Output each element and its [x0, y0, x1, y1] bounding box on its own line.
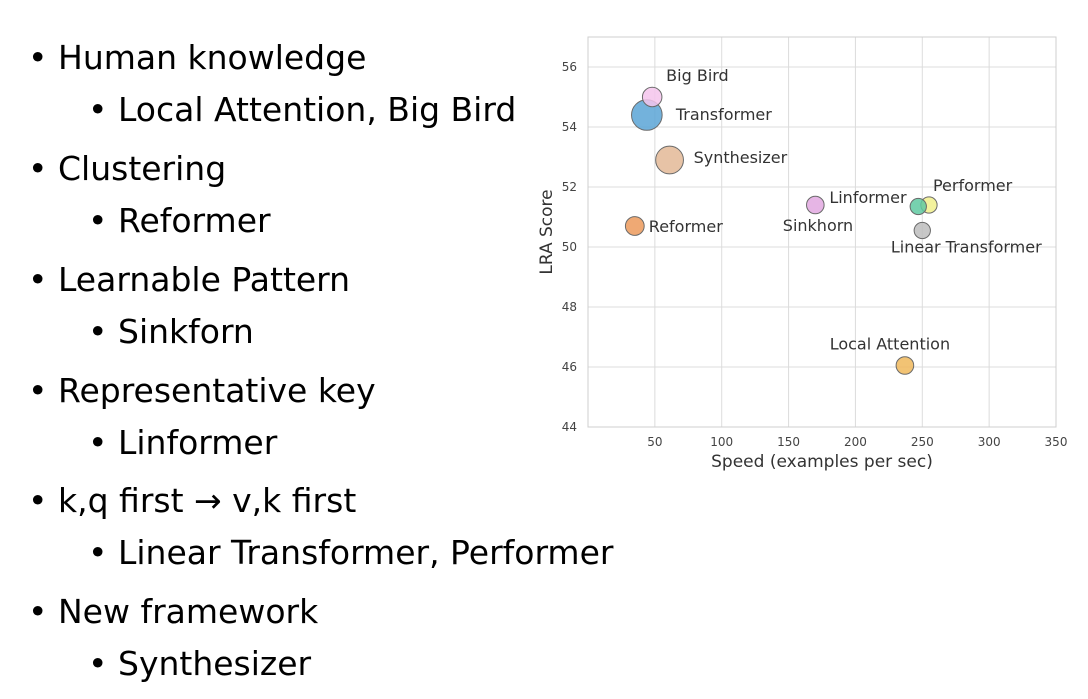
bullet-subitem: • Sinkforn: [88, 312, 254, 352]
x-tick-label: 350: [1045, 435, 1068, 449]
x-tick-label: 200: [844, 435, 867, 449]
y-tick-label: 44: [562, 420, 577, 434]
point-label: Linformer: [829, 188, 907, 207]
bullet-text: Human knowledge: [58, 38, 367, 77]
x-axis-label: Speed (examples per sec): [711, 452, 933, 472]
bullet-subitem: • Reformer: [88, 201, 271, 241]
chart-svg: 50 100 150 200 250 300 350 44 46 48 50 52 54 56 Big …: [528, 28, 1076, 480]
scatter-chart: 50 100 150 200 250 300 350 44 46 48 50 52 54 56 Big …: [528, 28, 1076, 480]
bullet-marker: •: [88, 423, 108, 462]
data-points: [624, 86, 938, 375]
bullet-subitem: • Local Attention, Big Bird: [88, 90, 516, 130]
bullet-marker: •: [28, 592, 48, 631]
point-label: Transformer: [675, 105, 772, 124]
point-label: Linear Transformer: [891, 238, 1042, 257]
bullet-item: • Clustering: [28, 149, 226, 189]
bullet-item: • Learnable Pattern: [28, 260, 350, 300]
y-tick-label: 50: [562, 240, 577, 254]
x-tick-labels: 50 100 150 200 250 300 350: [647, 435, 1067, 449]
bullet-subitem: • Linformer: [88, 423, 277, 463]
data-point: [641, 86, 663, 108]
bullet-marker: •: [28, 371, 48, 410]
bullet-text: Representative key: [58, 371, 376, 410]
bullet-text: k,q first → v,k first: [58, 481, 357, 520]
bullet-text: New framework: [58, 592, 319, 631]
point-label: Reformer: [649, 217, 723, 236]
bullet-text: Linformer: [118, 423, 278, 462]
bullet-text: Linear Transformer, Performer: [118, 533, 614, 572]
bullet-text: Synthesizer: [118, 644, 312, 683]
bullet-subitem: • Synthesizer: [88, 644, 311, 684]
data-point: [655, 145, 684, 175]
y-tick-label: 48: [562, 300, 577, 314]
plot-frame: [587, 36, 1057, 428]
bullet-list: • Human knowledge • Local Attention, Big B…: [28, 38, 613, 684]
bullet-item: • Human knowledge: [28, 38, 366, 78]
point-label: Synthesizer: [694, 148, 788, 167]
x-tick-label: 250: [911, 435, 934, 449]
y-tick-labels: 44 46 48 50 52 54 56: [562, 60, 577, 434]
y-axis-label: LRA Score: [537, 189, 557, 274]
x-tick-label: 50: [647, 435, 662, 449]
bullet-item: • Representative key: [28, 371, 376, 411]
bullet-text: Sinkforn: [118, 312, 254, 351]
bullet-marker: •: [88, 90, 108, 129]
bullet-marker: •: [28, 149, 48, 188]
data-point: [909, 197, 927, 216]
bullet-text: Learnable Pattern: [58, 260, 351, 299]
bullet-subitem: • Linear Transformer, Performer: [88, 533, 613, 573]
annotation-label: Sinkhorn: [783, 216, 853, 235]
point-label: Local Attention: [830, 335, 950, 354]
bullet-marker: •: [28, 481, 48, 520]
bullet-marker: •: [88, 644, 108, 683]
bullet-text: Reformer: [118, 201, 271, 240]
bullet-text: Local Attention, Big Bird: [118, 90, 517, 129]
bullet-marker: •: [28, 260, 48, 299]
y-tick-label: 56: [562, 60, 577, 74]
bullet-marker: •: [88, 533, 108, 572]
point-label: Performer: [933, 176, 1013, 195]
y-tick-label: 52: [562, 180, 577, 194]
y-tick-label: 54: [562, 120, 577, 134]
point-labels: Big Bird Transformer Synthesizer Reformer Li…: [649, 66, 1042, 354]
data-point: [913, 221, 931, 240]
x-tick-label: 300: [978, 435, 1001, 449]
data-point: [895, 356, 915, 375]
bullet-text: Clustering: [58, 149, 227, 188]
chart-background: [528, 28, 1076, 480]
point-label: Big Bird: [666, 66, 729, 85]
bullet-marker: •: [28, 38, 48, 77]
bullet-marker: •: [88, 312, 108, 351]
x-tick-label: 150: [777, 435, 800, 449]
data-point: [624, 216, 645, 236]
x-tick-label: 100: [710, 435, 733, 449]
bullet-marker: •: [88, 201, 108, 240]
bullet-item: • k,q first → v,k first: [28, 481, 356, 521]
bullet-item: • New framework: [28, 592, 318, 632]
y-tick-label: 46: [562, 360, 577, 374]
data-point: [806, 195, 825, 215]
